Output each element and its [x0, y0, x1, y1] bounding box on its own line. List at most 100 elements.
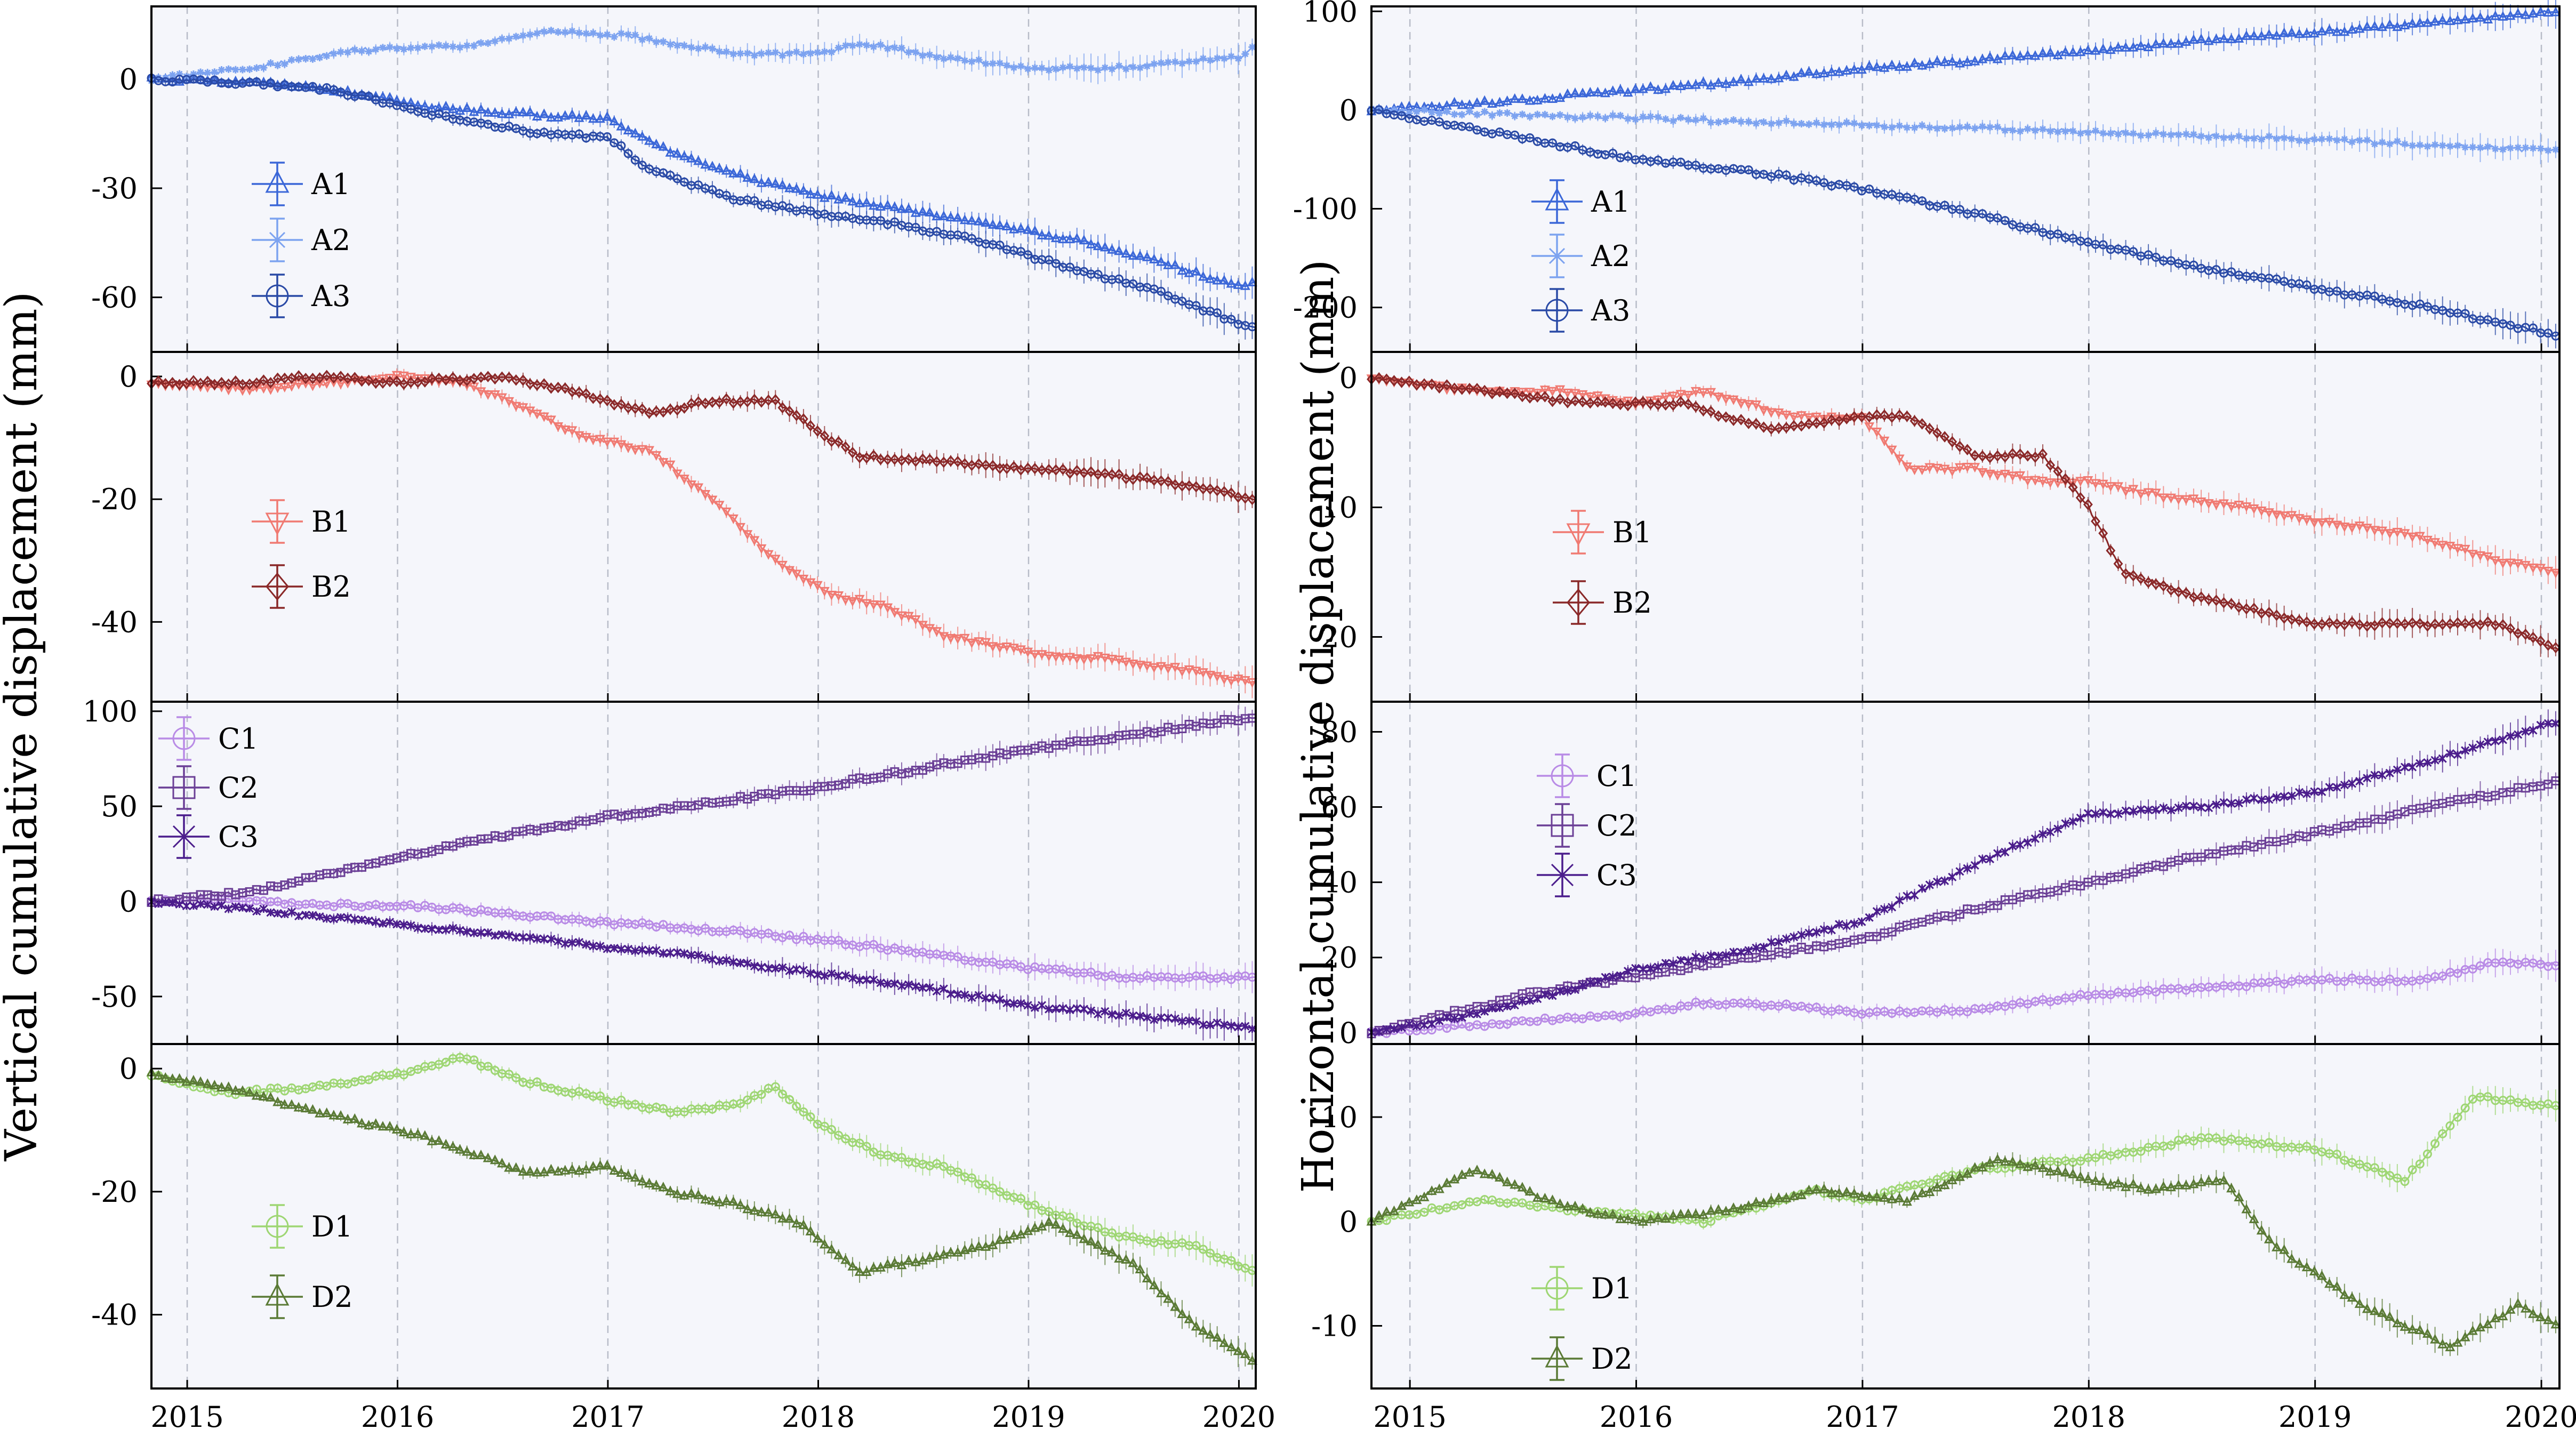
data-point — [623, 402, 633, 414]
data-point — [917, 621, 928, 631]
data-point — [1539, 386, 1550, 396]
series-C2 — [147, 705, 1257, 907]
data-point — [988, 219, 998, 229]
data-point — [512, 33, 520, 41]
data-point — [1592, 391, 1603, 402]
data-point — [400, 45, 408, 53]
data-point — [932, 1250, 942, 1261]
data-point — [224, 904, 233, 913]
data-point — [917, 206, 928, 216]
data-point — [1198, 483, 1208, 495]
data-point — [2203, 499, 2214, 509]
data-point — [946, 455, 956, 467]
data-point — [496, 393, 507, 403]
data-point — [889, 608, 900, 618]
data-point — [826, 189, 837, 199]
data-point — [1690, 387, 1701, 397]
data-point — [2324, 24, 2335, 34]
y-tick-label: 0 — [119, 360, 138, 394]
data-point — [1164, 58, 1172, 66]
data-point — [1045, 66, 1053, 74]
data-point — [981, 459, 991, 471]
data-point — [694, 951, 703, 960]
data-point — [728, 167, 739, 178]
data-point — [2460, 309, 2470, 318]
data-point — [904, 980, 913, 989]
data-point — [210, 379, 220, 390]
data-point — [1016, 1194, 1026, 1203]
series-line-B2 — [1371, 377, 2560, 652]
data-point — [435, 925, 444, 934]
data-point — [1114, 274, 1124, 284]
data-point — [463, 42, 471, 50]
data-point — [209, 74, 220, 84]
data-point — [1213, 308, 1222, 318]
data-point — [1065, 1213, 1075, 1222]
data-point — [1662, 115, 1670, 123]
data-point — [211, 68, 219, 76]
data-point — [2392, 21, 2403, 31]
data-point — [2332, 286, 2342, 296]
data-point — [378, 1121, 388, 1131]
data-point — [2145, 131, 2153, 139]
data-point — [1948, 124, 1956, 132]
data-point — [714, 501, 725, 511]
data-point — [603, 944, 612, 953]
data-point — [2031, 223, 2040, 232]
data-point — [2422, 535, 2433, 545]
data-point — [252, 77, 261, 86]
data-point — [1706, 388, 1716, 398]
data-point — [1142, 1272, 1152, 1282]
data-point — [1397, 376, 1407, 388]
data-point — [2431, 141, 2439, 149]
data-point — [2437, 14, 2448, 25]
data-point — [904, 453, 914, 465]
data-point — [1977, 53, 1988, 63]
data-point — [750, 961, 759, 970]
data-point — [1184, 1313, 1194, 1323]
data-point — [489, 107, 500, 117]
data-point — [1752, 119, 1760, 127]
data-point — [1198, 668, 1208, 678]
data-point — [413, 1128, 423, 1138]
data-point — [1100, 653, 1110, 663]
data-point — [266, 376, 276, 389]
data-point — [1101, 1007, 1110, 1016]
data-point — [2227, 134, 2235, 142]
data-point — [672, 404, 683, 416]
data-point — [623, 1169, 633, 1179]
data-point — [2309, 618, 2320, 630]
data-point — [525, 933, 535, 942]
data-point — [1578, 396, 1588, 408]
data-point — [595, 393, 605, 405]
data-point — [266, 1091, 276, 1102]
data-point — [1615, 84, 1626, 94]
data-point — [2106, 544, 2116, 557]
data-point — [1142, 472, 1152, 484]
data-point — [1199, 1021, 1208, 1030]
data-point — [294, 912, 303, 921]
data-point — [1030, 463, 1040, 475]
data-point — [1129, 63, 1137, 71]
data-point — [1001, 221, 1012, 231]
data-point — [2076, 130, 2084, 138]
data-point — [2258, 135, 2266, 143]
data-point — [252, 377, 262, 389]
data-point — [1472, 97, 1482, 107]
legend-marker — [172, 727, 196, 750]
data-point — [967, 1173, 976, 1183]
data-point — [547, 27, 555, 35]
data-point — [2052, 49, 2063, 59]
data-point — [1419, 378, 1429, 390]
data-point — [940, 55, 948, 63]
data-point — [1585, 397, 1595, 409]
data-point — [785, 1095, 795, 1104]
data-point — [153, 1070, 164, 1080]
data-point — [197, 68, 205, 76]
data-point — [954, 54, 962, 62]
data-point — [723, 48, 731, 56]
data-point — [1226, 315, 1236, 324]
data-point — [750, 52, 758, 60]
data-point — [784, 182, 795, 192]
data-point — [1121, 247, 1131, 258]
